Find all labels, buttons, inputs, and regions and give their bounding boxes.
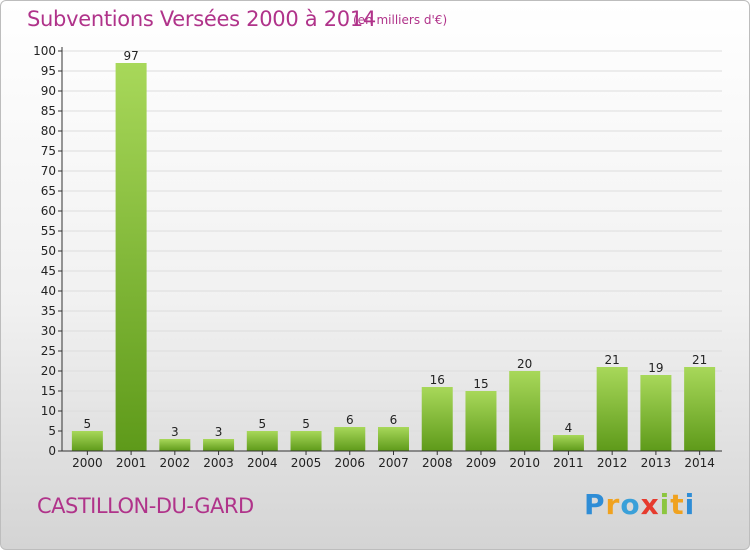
data-label: 3 <box>171 425 179 439</box>
data-label: 21 <box>605 353 620 367</box>
bar-2014 <box>684 367 716 451</box>
x-tick-label: 2001 <box>116 456 147 470</box>
bar-2010 <box>509 371 541 451</box>
y-tick-label: 80 <box>41 124 56 138</box>
commune-name: CASTILLON-DU-GARD <box>37 494 254 518</box>
y-tick-label: 40 <box>41 284 56 298</box>
y-tick-label: 85 <box>41 104 56 118</box>
x-tick-label: 2003 <box>203 456 234 470</box>
data-label: 5 <box>302 417 310 431</box>
y-tick-label: 75 <box>41 144 56 158</box>
x-tick-label: 2000 <box>72 456 103 470</box>
proxiti-logo: Proxiti <box>584 488 696 521</box>
y-tick-label: 10 <box>41 404 56 418</box>
bar-2009 <box>465 391 497 451</box>
bar-2006 <box>334 427 366 451</box>
x-tick-label: 2006 <box>334 456 365 470</box>
data-label: 4 <box>565 421 573 435</box>
y-tick-label: 95 <box>41 64 56 78</box>
y-tick-label: 90 <box>41 84 56 98</box>
bar-2013 <box>640 375 672 451</box>
data-label: 15 <box>473 377 488 391</box>
data-label: 21 <box>692 353 707 367</box>
x-tick-label: 2010 <box>509 456 540 470</box>
data-label: 20 <box>517 357 532 371</box>
data-label: 16 <box>430 373 445 387</box>
x-tick-label: 2014 <box>684 456 715 470</box>
bar-2002 <box>159 439 191 451</box>
bar-2008 <box>421 387 453 451</box>
y-tick-label: 55 <box>41 224 56 238</box>
bar-2003 <box>203 439 235 451</box>
x-tick-labels: 2000 2001 2002 2003 2004 2005 2006 2007 2008 2009… <box>72 451 715 470</box>
data-label: 97 <box>123 49 138 63</box>
y-tick-label: 65 <box>41 184 56 198</box>
x-tick-label: 2012 <box>597 456 628 470</box>
bar-2012 <box>596 367 628 451</box>
y-tick-label: 20 <box>41 364 56 378</box>
bars <box>71 63 716 451</box>
x-tick-label: 2007 <box>378 456 409 470</box>
y-tick-label: 15 <box>41 384 56 398</box>
chart-title: Subventions Versées 2000 à 2014 <box>27 7 376 31</box>
data-labels: 5 97 3 3 5 5 6 6 16 15 20 4 21 19 21 <box>84 49 708 439</box>
data-label: 5 <box>84 417 92 431</box>
y-tick-label: 25 <box>41 344 56 358</box>
data-label: 6 <box>346 413 354 427</box>
data-label: 6 <box>390 413 398 427</box>
bar-2011 <box>552 435 584 451</box>
x-tick-label: 2004 <box>247 456 278 470</box>
y-tick-label: 50 <box>41 244 56 258</box>
data-label: 3 <box>215 425 223 439</box>
x-tick-label: 2008 <box>422 456 453 470</box>
bar-2000 <box>71 431 103 451</box>
y-tick-label: 45 <box>41 264 56 278</box>
bar-2004 <box>246 431 278 451</box>
y-tick-labels: 0 5 10 15 20 25 30 35 40 45 50 55 60 65 70 75 80 85 90 95 10… <box>33 44 56 458</box>
x-tick-label: 2011 <box>553 456 584 470</box>
y-tick-label: 30 <box>41 324 56 338</box>
y-tick-label: 100 <box>33 44 56 58</box>
x-tick-label: 2013 <box>641 456 672 470</box>
data-label: 5 <box>258 417 266 431</box>
y-tick-label: 60 <box>41 204 56 218</box>
bar-2001 <box>115 63 147 451</box>
x-tick-label: 2002 <box>160 456 191 470</box>
unit-note: (en milliers d'€) <box>353 13 448 27</box>
y-tick-label: 0 <box>48 444 56 458</box>
x-tick-label: 2009 <box>466 456 497 470</box>
bar-2005 <box>290 431 322 451</box>
bar-2007 <box>378 427 409 451</box>
data-label: 19 <box>648 361 663 375</box>
x-tick-label: 2005 <box>291 456 322 470</box>
y-tick-label: 70 <box>41 164 56 178</box>
y-tick-label: 35 <box>41 304 56 318</box>
y-tick-label: 5 <box>48 424 56 438</box>
